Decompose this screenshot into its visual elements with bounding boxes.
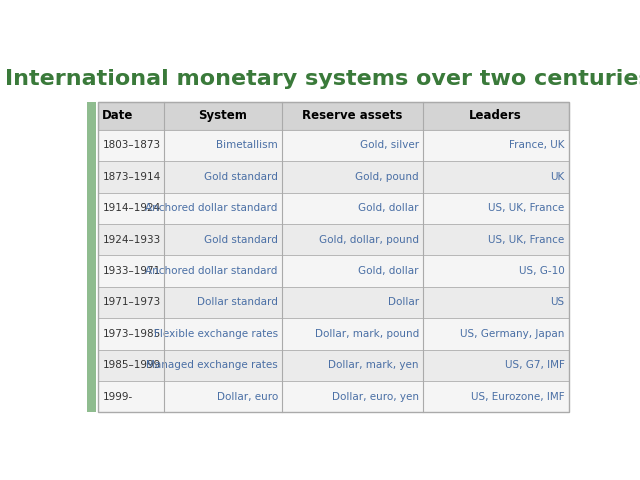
FancyBboxPatch shape: [99, 102, 568, 130]
Text: 1924–1933: 1924–1933: [102, 235, 161, 245]
Text: 1933–1971: 1933–1971: [102, 266, 161, 276]
Text: International monetary systems over two centuries: International monetary systems over two …: [4, 69, 640, 89]
FancyBboxPatch shape: [99, 349, 568, 381]
Text: US, Eurozone, IMF: US, Eurozone, IMF: [471, 392, 564, 402]
Text: Gold standard: Gold standard: [204, 172, 278, 182]
Text: Dollar standard: Dollar standard: [197, 298, 278, 308]
Text: Date: Date: [102, 109, 134, 122]
Text: Dollar, euro, yen: Dollar, euro, yen: [332, 392, 419, 402]
Text: 1999-: 1999-: [102, 392, 132, 402]
Text: Managed exchange rates: Managed exchange rates: [146, 360, 278, 370]
Text: Anchored dollar standard: Anchored dollar standard: [145, 203, 278, 213]
FancyBboxPatch shape: [99, 161, 568, 192]
Text: US, Germany, Japan: US, Germany, Japan: [460, 329, 564, 339]
Text: Gold, silver: Gold, silver: [360, 140, 419, 150]
Text: US, UK, France: US, UK, France: [488, 203, 564, 213]
Text: Gold, dollar, pound: Gold, dollar, pound: [319, 235, 419, 245]
Text: 1973–1985: 1973–1985: [102, 329, 161, 339]
FancyBboxPatch shape: [99, 255, 568, 287]
Text: UK: UK: [550, 172, 564, 182]
Text: Gold, pound: Gold, pound: [355, 172, 419, 182]
Text: Dollar: Dollar: [388, 298, 419, 308]
Text: 1985–1999: 1985–1999: [102, 360, 161, 370]
Text: France, UK: France, UK: [509, 140, 564, 150]
Text: Gold, dollar: Gold, dollar: [358, 203, 419, 213]
Text: System: System: [198, 109, 248, 122]
Text: Reserve assets: Reserve assets: [302, 109, 403, 122]
Text: Flexible exchange rates: Flexible exchange rates: [154, 329, 278, 339]
Text: Gold standard: Gold standard: [204, 235, 278, 245]
FancyBboxPatch shape: [99, 192, 568, 224]
FancyBboxPatch shape: [88, 102, 95, 412]
Text: Leaders: Leaders: [469, 109, 522, 122]
FancyBboxPatch shape: [99, 287, 568, 318]
Text: US, G-10: US, G-10: [519, 266, 564, 276]
Text: Anchored dollar standard: Anchored dollar standard: [145, 266, 278, 276]
Text: US: US: [550, 298, 564, 308]
FancyBboxPatch shape: [99, 224, 568, 255]
Text: Dollar, mark, yen: Dollar, mark, yen: [328, 360, 419, 370]
Text: US, G7, IMF: US, G7, IMF: [505, 360, 564, 370]
Text: US, UK, France: US, UK, France: [488, 235, 564, 245]
FancyBboxPatch shape: [99, 318, 568, 349]
FancyBboxPatch shape: [99, 130, 568, 161]
Text: 1971–1973: 1971–1973: [102, 298, 161, 308]
Text: Gold, dollar: Gold, dollar: [358, 266, 419, 276]
Text: 1873–1914: 1873–1914: [102, 172, 161, 182]
Text: 1803–1873: 1803–1873: [102, 140, 161, 150]
Text: 1914–1924: 1914–1924: [102, 203, 161, 213]
Text: Dollar, euro: Dollar, euro: [216, 392, 278, 402]
Text: Dollar, mark, pound: Dollar, mark, pound: [315, 329, 419, 339]
FancyBboxPatch shape: [99, 381, 568, 412]
Text: Bimetallism: Bimetallism: [216, 140, 278, 150]
